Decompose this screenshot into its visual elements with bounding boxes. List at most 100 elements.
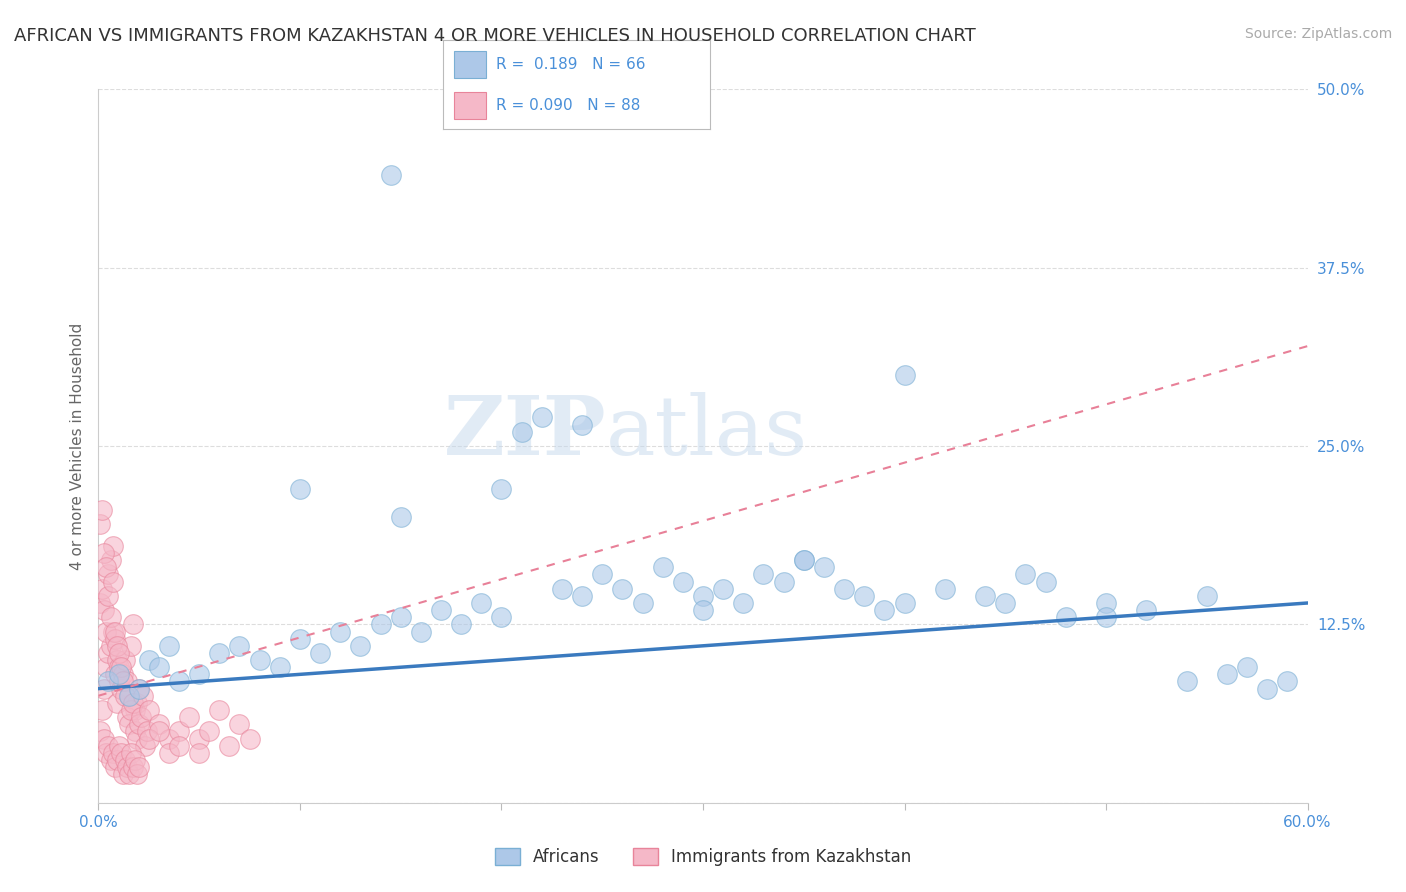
Point: [380, 168, 402, 182]
Point: [228, 639, 250, 653]
Point: [370, 617, 392, 632]
Point: [470, 596, 492, 610]
Point: [239, 731, 262, 746]
Point: [125, 767, 148, 781]
Point: [100, 610, 122, 624]
Point: [125, 731, 148, 746]
Point: [107, 646, 129, 660]
Point: [974, 589, 997, 603]
Point: [491, 482, 513, 496]
Point: [752, 567, 775, 582]
Point: [135, 724, 157, 739]
Point: [101, 574, 124, 589]
Point: [934, 582, 956, 596]
Point: [100, 753, 122, 767]
Point: [120, 639, 142, 653]
Point: [148, 717, 170, 731]
Point: [208, 703, 231, 717]
Point: [631, 596, 654, 610]
Point: [813, 560, 835, 574]
Point: [832, 582, 855, 596]
Point: [249, 653, 271, 667]
Point: [124, 703, 146, 717]
Y-axis label: 4 or more Vehicles in Household: 4 or more Vehicles in Household: [69, 322, 84, 570]
Point: [111, 667, 134, 681]
Point: [138, 703, 160, 717]
Point: [110, 746, 132, 760]
Point: [551, 582, 574, 596]
Point: [93, 546, 115, 560]
Point: [111, 767, 134, 781]
Point: [188, 667, 211, 681]
Point: [97, 674, 120, 689]
Point: [1035, 574, 1057, 589]
Point: [612, 582, 634, 596]
Point: [309, 646, 332, 660]
Point: [1095, 610, 1118, 624]
Point: [733, 596, 755, 610]
Point: [97, 567, 120, 582]
Point: [510, 425, 533, 439]
Text: R = 0.090   N = 88: R = 0.090 N = 88: [496, 98, 641, 112]
Point: [118, 767, 141, 781]
Point: [167, 724, 190, 739]
Point: [1277, 674, 1299, 689]
Point: [96, 746, 118, 760]
Point: [129, 710, 152, 724]
Point: [491, 610, 513, 624]
Point: [105, 639, 128, 653]
Legend: Africans, Immigrants from Kazakhstan: Africans, Immigrants from Kazakhstan: [488, 841, 918, 873]
Text: Source: ZipAtlas.com: Source: ZipAtlas.com: [1244, 27, 1392, 41]
Point: [89, 596, 111, 610]
Point: [188, 731, 211, 746]
Point: [105, 653, 128, 667]
Point: [118, 689, 141, 703]
Point: [114, 753, 136, 767]
Point: [530, 410, 553, 425]
Point: [692, 603, 714, 617]
Point: [1236, 660, 1258, 674]
Point: [105, 696, 128, 710]
Point: [121, 696, 143, 710]
Point: [96, 660, 118, 674]
Point: [91, 703, 114, 717]
Point: [91, 582, 114, 596]
Point: [100, 553, 122, 567]
Point: [121, 760, 143, 774]
Point: [128, 717, 150, 731]
Point: [571, 589, 593, 603]
Point: [124, 724, 146, 739]
Point: [692, 589, 714, 603]
Point: [97, 589, 120, 603]
Point: [167, 674, 190, 689]
Point: [218, 739, 240, 753]
Point: [157, 746, 180, 760]
Point: [208, 646, 231, 660]
Point: [103, 632, 125, 646]
Point: [128, 681, 150, 696]
Point: [893, 368, 915, 382]
Point: [893, 596, 915, 610]
Point: [121, 617, 143, 632]
Point: [793, 553, 815, 567]
Point: [111, 674, 134, 689]
Point: [114, 689, 136, 703]
Point: [167, 739, 190, 753]
Point: [1135, 603, 1157, 617]
Point: [107, 660, 129, 674]
Point: [96, 624, 118, 639]
Point: [873, 603, 896, 617]
Point: [198, 724, 221, 739]
Point: [349, 639, 371, 653]
Point: [409, 624, 432, 639]
Point: [1175, 674, 1198, 689]
Point: [132, 689, 155, 703]
Point: [651, 560, 673, 574]
Point: [591, 567, 613, 582]
Point: [430, 603, 453, 617]
Point: [107, 674, 129, 689]
Point: [115, 760, 138, 774]
Point: [138, 653, 160, 667]
Text: atlas: atlas: [606, 392, 808, 472]
Point: [107, 667, 129, 681]
